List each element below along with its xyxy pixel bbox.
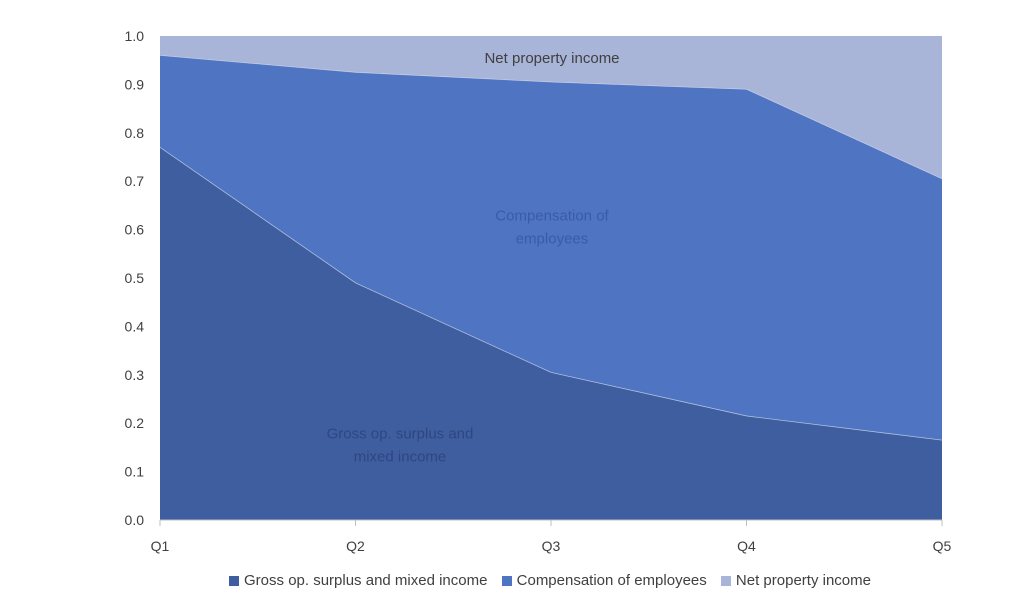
legend-swatch-compensation — [501, 575, 512, 586]
x-tick-label: Q3 — [542, 538, 561, 554]
y-tick-label: 0.5 — [125, 270, 145, 286]
area-label-series-0: Gross op. surplus and — [327, 425, 474, 442]
area-label-series-1: employees — [516, 231, 589, 248]
x-tick-label: Q5 — [933, 538, 952, 554]
area-series-0 — [160, 147, 942, 520]
legend: Gross op. surplus and mixed income Compe… — [0, 572, 1024, 590]
legend-label-compensation: Compensation of employees — [516, 572, 707, 589]
x-tick-label: Q2 — [346, 538, 365, 554]
legend-item-gross-surplus: Gross op. surplus and mixed income — [229, 572, 487, 589]
legend-item-net-property: Net property income — [720, 572, 871, 589]
band-boundary-0 — [159, 146, 943, 441]
y-tick-label: 0.2 — [125, 415, 145, 431]
legend-swatch-net-property — [720, 575, 731, 586]
y-tick-label: 0.7 — [125, 173, 145, 189]
stacked-area-chart: 0.0 0.1 0.2 0.3 0.4 0.5 0.6 0.7 0.8 0.9 1.0 Q1 Q2 Q3 Q… — [125, 28, 952, 554]
legend-label-net-property: Net property income — [735, 572, 871, 589]
x-tick-label: Q1 — [151, 538, 170, 554]
band-boundary-1 — [159, 54, 943, 180]
area-series-1 — [160, 55, 942, 441]
axis-layer: 0.0 0.1 0.2 0.3 0.4 0.5 0.6 0.7 0.8 0.9 1.0 Q1 Q2 Q3 Q… — [125, 28, 952, 554]
y-tick-label: 0.9 — [125, 76, 145, 92]
y-tick-label: 0.0 — [125, 512, 145, 528]
x-tick-label: Q4 — [737, 538, 756, 554]
area-label-series-0: mixed income — [354, 448, 447, 465]
legend-label-gross-surplus: Gross op. surplus and mixed income — [244, 572, 488, 589]
legend-swatch-gross-surplus — [229, 575, 240, 586]
area-label-series-1: Compensation of — [495, 208, 609, 225]
y-tick-label: 0.6 — [125, 222, 145, 238]
y-tick-label: 1.0 — [125, 28, 145, 44]
areas-layer — [159, 36, 943, 520]
y-tick-label: 0.4 — [125, 318, 145, 334]
area-labels-layer: Gross op. surplus and mixed income Compens… — [327, 50, 620, 466]
area-label-series-2: Net property income — [484, 50, 619, 67]
y-tick-label: 0.1 — [125, 464, 145, 480]
area-series-2 — [160, 36, 942, 179]
y-tick-label: 0.8 — [125, 125, 145, 141]
y-tick-label: 0.3 — [125, 367, 145, 383]
legend-item-compensation: Compensation of employees — [501, 572, 707, 589]
